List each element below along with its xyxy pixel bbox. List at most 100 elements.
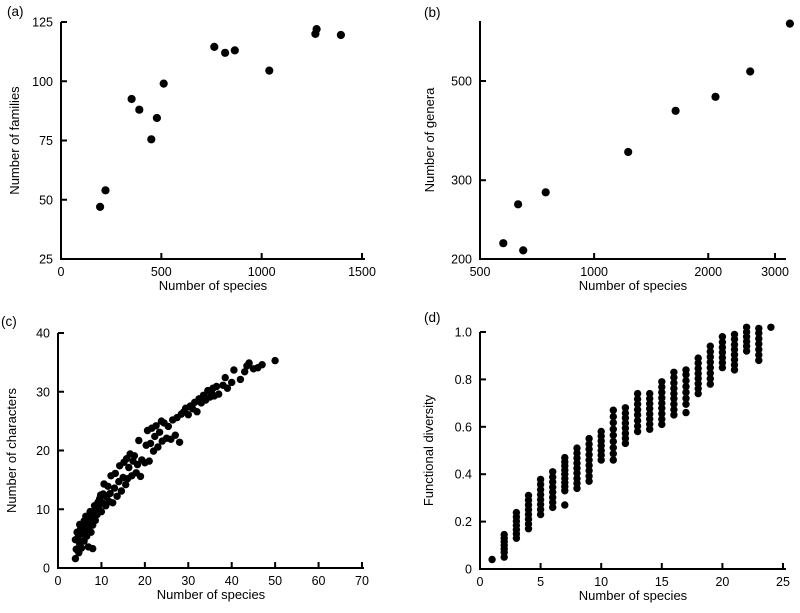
panel-label: (b) — [424, 5, 441, 20]
data-point — [585, 466, 593, 475]
data-point — [125, 463, 133, 472]
data-point — [718, 338, 727, 346]
data-point — [500, 530, 508, 539]
axes-b — [479, 21, 786, 260]
data-point — [682, 400, 690, 408]
data-point — [258, 361, 266, 369]
data-point — [682, 366, 690, 374]
data-point — [536, 475, 545, 484]
data-point — [549, 493, 557, 502]
y-tick-label: 0.2 — [455, 515, 472, 529]
data-point — [785, 19, 795, 28]
x-tick-label: 1500 — [348, 265, 376, 279]
data-point — [609, 412, 617, 421]
data-point — [633, 427, 642, 436]
panel-label: (a) — [7, 4, 24, 19]
data-point — [755, 356, 763, 365]
data-point — [106, 489, 114, 498]
data-point — [519, 246, 528, 255]
data-point — [658, 420, 666, 429]
scatter-points-b — [499, 19, 795, 255]
data-point — [682, 388, 690, 397]
data-point — [658, 378, 666, 386]
data-point — [706, 363, 714, 372]
x-tick-label: 50 — [268, 574, 282, 588]
data-point — [117, 487, 126, 495]
y-tick-label: 200 — [451, 253, 472, 267]
data-point — [524, 491, 533, 500]
data-point — [585, 445, 593, 453]
ticks-d: 0 5 10 15 20 25 0 0.2 0.4 0.6 0.8 1.0 — [455, 326, 790, 590]
x-tick-label: 70 — [355, 574, 369, 588]
data-point — [646, 389, 654, 398]
data-point — [694, 364, 702, 373]
data-point — [585, 456, 593, 464]
data-point — [573, 474, 581, 483]
data-point — [671, 106, 680, 115]
data-point — [755, 340, 763, 348]
data-point — [670, 373, 678, 382]
scatter-points-d — [488, 323, 775, 564]
data-point — [670, 406, 678, 414]
data-point — [101, 186, 110, 195]
x-tick-label: 3000 — [761, 265, 789, 279]
data-point — [609, 425, 617, 433]
data-point — [730, 330, 739, 339]
data-point — [658, 410, 666, 418]
data-point — [711, 92, 720, 101]
data-point — [682, 382, 690, 391]
x-tick-label: 1000 — [248, 265, 276, 279]
ticks-b: 500 1000 2000 3000 200 300 500 — [451, 75, 789, 280]
data-point — [152, 113, 161, 123]
data-point — [755, 345, 763, 354]
data-point — [221, 373, 229, 382]
data-point — [230, 366, 238, 374]
data-point — [175, 438, 184, 446]
data-point — [336, 30, 345, 40]
data-point — [184, 411, 192, 419]
data-point — [718, 343, 727, 352]
x-tick-label: 10 — [94, 574, 108, 588]
y-tick-label: 25 — [39, 253, 53, 267]
data-point — [706, 369, 714, 377]
data-point — [755, 334, 763, 343]
axes-a — [60, 22, 365, 260]
data-point — [514, 200, 523, 209]
data-point — [152, 422, 160, 430]
data-point — [135, 105, 144, 114]
y-tick-label: 1.0 — [455, 326, 472, 340]
scatter-points-c — [71, 356, 279, 563]
y-tick-label: 20 — [36, 444, 50, 458]
data-point — [646, 410, 654, 418]
data-point — [609, 431, 617, 439]
data-point — [670, 379, 678, 387]
data-point — [573, 444, 581, 452]
data-point — [633, 395, 642, 403]
data-point — [541, 188, 550, 197]
data-point — [135, 436, 143, 445]
data-point — [245, 359, 253, 367]
y-tick-label: 0.8 — [455, 373, 472, 387]
x-tick-label: 10 — [594, 575, 608, 589]
ticks-a: 0 500 1000 1500 25 50 75 100 125 — [32, 16, 376, 280]
data-point — [646, 400, 654, 408]
x-tick-label: 60 — [312, 574, 326, 588]
y-axis-title: Number of characters — [4, 388, 19, 513]
y-tick-label: 0 — [43, 562, 50, 576]
axes-c — [57, 333, 364, 569]
panel-d: 0 5 10 15 20 25 0 0.2 0.4 0.6 0.8 1.0 Number of spec… — [421, 310, 790, 603]
data-point — [151, 432, 159, 441]
data-point — [767, 323, 775, 331]
x-tick-label: 0 — [477, 575, 484, 589]
data-point — [609, 419, 617, 427]
data-point — [755, 324, 763, 333]
x-tick-label: 20 — [138, 574, 152, 588]
data-point — [512, 508, 521, 517]
data-point — [670, 389, 678, 398]
data-point — [110, 484, 119, 492]
x-axis-title: Number of species — [579, 588, 688, 603]
data-point — [706, 358, 714, 366]
y-tick-label: 100 — [32, 75, 53, 89]
data-point — [670, 411, 678, 419]
